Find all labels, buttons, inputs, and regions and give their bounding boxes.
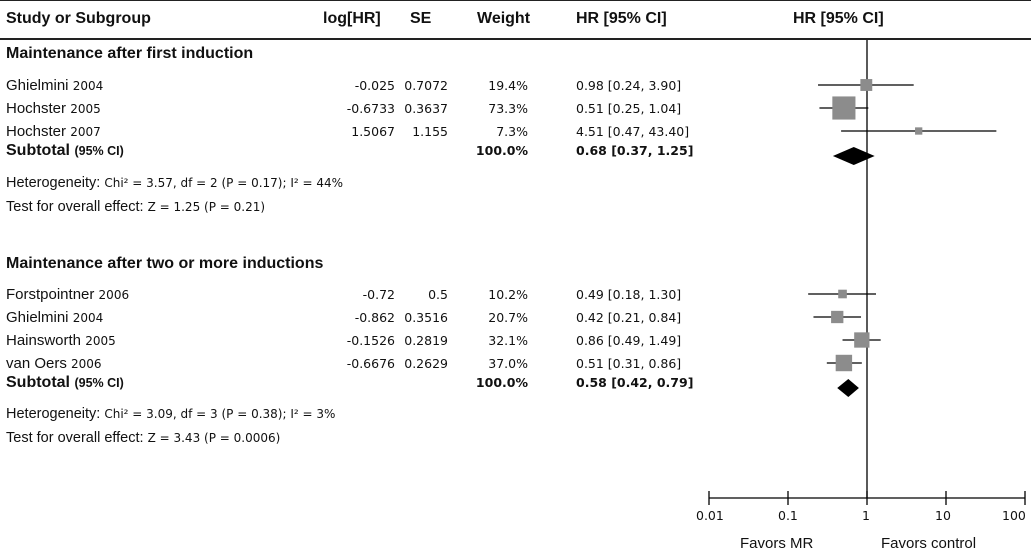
x-tick-label: 1 [862, 508, 870, 523]
col-header-hr-plot: HR [95% CI] [793, 10, 884, 27]
col-header-se: SE [410, 10, 432, 27]
se-value: 0.5 [428, 287, 448, 302]
study-marker [860, 79, 873, 91]
header-top-rule [0, 0, 1031, 1]
favors-right-label: Favors control [881, 535, 977, 552]
subtotal-label: Subtotal (95% CI) [6, 374, 124, 391]
hr-ci-value: 0.42 [0.21, 0.84] [576, 310, 682, 325]
weight-value: 19.4% [488, 78, 528, 93]
se-value: 0.2819 [404, 333, 448, 348]
study-year: 2005 [85, 334, 116, 348]
x-tick-label: 100 [1002, 508, 1026, 523]
weight-value: 32.1% [488, 333, 528, 348]
heterogeneity-text: Heterogeneity: Chi² = 3.57, df = 2 (P = … [6, 175, 344, 191]
header-bottom-rule [0, 38, 1031, 40]
x-tick-label: 10 [935, 508, 951, 523]
loghr-value: -0.862 [354, 310, 395, 325]
study-marker [831, 310, 844, 324]
subtotal-ci: 0.58 [0.42, 0.79] [576, 375, 694, 390]
overall-effect-text: Test for overall effect: Z = 1.25 (P = 0… [6, 199, 266, 215]
study-name: Hainsworth 2005 [6, 332, 116, 349]
study-marker [854, 332, 870, 348]
loghr-value: -0.6676 [346, 356, 395, 371]
study-marker [838, 289, 847, 299]
study-name: Forstpointner 2006 [6, 286, 130, 303]
study-year: 2006 [71, 357, 102, 371]
study-year: 2004 [72, 79, 104, 93]
study-name: van Oers 2006 [6, 355, 102, 372]
favors-left-label: Favors MR [740, 535, 814, 552]
se-value: 0.7072 [404, 78, 448, 93]
subtotal-label: Subtotal (95% CI) [6, 142, 124, 159]
overall-effect-text: Test for overall effect: Z = 3.43 (P = 0… [6, 430, 281, 446]
heterogeneity-text: Heterogeneity: Chi² = 3.09, df = 3 (P = … [6, 406, 336, 422]
study-name: Ghielmini 2004 [6, 309, 104, 326]
study-marker [835, 354, 853, 372]
x-tick-label: 0.01 [696, 508, 724, 523]
subtotal-weight: 100.0% [475, 375, 528, 390]
loghr-value: -0.6733 [346, 101, 395, 116]
study-name: Hochster 2005 [6, 100, 101, 117]
weight-value: 7.3% [496, 124, 528, 139]
col-header-study: Study or Subgroup [6, 10, 151, 27]
study-year: 2006 [98, 288, 130, 302]
group-title: Maintenance after first induction [6, 45, 254, 62]
col-header-loghr: log[HR] [323, 10, 381, 27]
hr-ci-value: 0.51 [0.31, 0.86] [576, 356, 682, 371]
subtotal-ci: 0.68 [0.37, 1.25] [576, 143, 694, 158]
loghr-value: -0.025 [354, 78, 395, 93]
group-title: Maintenance after two or more inductions [6, 255, 324, 272]
loghr-value: 1.5067 [351, 124, 395, 139]
hr-ci-value: 0.49 [0.18, 1.30] [576, 287, 682, 302]
study-marker [832, 96, 856, 120]
hr-ci-value: 4.51 [0.47, 43.40] [576, 124, 690, 139]
weight-value: 20.7% [488, 310, 528, 325]
weight-value: 37.0% [488, 356, 528, 371]
x-tick-label: 0.1 [778, 508, 798, 523]
loghr-value: -0.72 [362, 287, 395, 302]
study-year: 2005 [70, 102, 101, 116]
col-header-hr-text: HR [95% CI] [576, 10, 667, 27]
col-header-weight: Weight [477, 10, 531, 27]
study-marker [915, 127, 923, 135]
subtotal-weight: 100.0% [475, 143, 528, 158]
loghr-value: -0.1526 [346, 333, 395, 348]
hr-ci-value: 0.98 [0.24, 3.90] [576, 78, 682, 93]
study-year: 2007 [70, 125, 101, 139]
subtotal-diamond [832, 147, 875, 165]
study-year: 2004 [72, 311, 104, 325]
se-value: 0.3637 [404, 101, 448, 116]
weight-value: 10.2% [488, 287, 528, 302]
weight-value: 73.3% [488, 101, 528, 116]
se-value: 0.3516 [404, 310, 448, 325]
subtotal-diamond [837, 379, 859, 397]
hr-ci-value: 0.86 [0.49, 1.49] [576, 333, 682, 348]
study-name: Ghielmini 2004 [6, 77, 104, 94]
se-value: 0.2629 [404, 356, 448, 371]
study-name: Hochster 2007 [6, 123, 101, 140]
se-value: 1.155 [412, 124, 448, 139]
hr-ci-value: 0.51 [0.25, 1.04] [576, 101, 682, 116]
